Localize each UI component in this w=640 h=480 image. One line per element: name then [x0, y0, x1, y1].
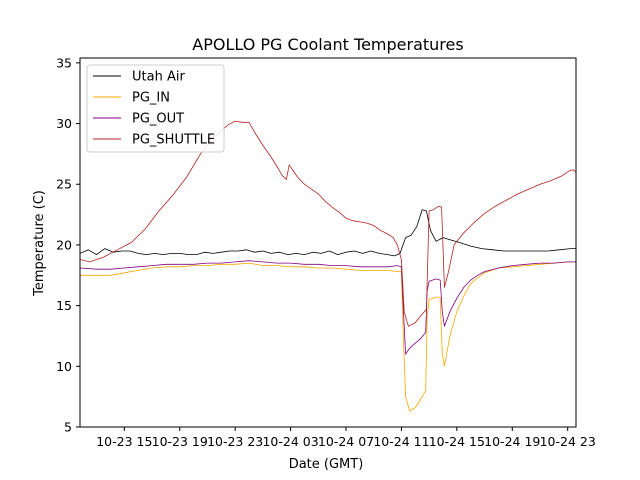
x-tick-label: 10-24 19	[484, 434, 540, 449]
chart-title: APOLLO PG Coolant Temperatures	[192, 35, 463, 54]
y-tick-label: 35	[56, 55, 72, 70]
x-tick-label: 10-23 15	[96, 434, 152, 449]
legend-label-pg-shuttle: PG_SHUTTLE	[132, 133, 215, 148]
y-tick-label: 15	[56, 298, 72, 313]
y-axis-label: Temperature (C)	[32, 190, 47, 297]
legend-label-utah-air: Utah Air	[132, 70, 185, 85]
legend: Utah Air PG_IN PG_OUT PG_SHUTTLE	[86, 64, 225, 153]
legend-label-pg-out: PG_OUT	[132, 112, 184, 127]
x-tick-label: 10-24 15	[429, 434, 485, 449]
x-axis-label: Date (GMT)	[289, 457, 364, 472]
y-tick-label: 25	[56, 177, 72, 192]
series-line-pg-out	[80, 260, 576, 355]
series-line-pg-in	[80, 261, 576, 412]
x-tick-label: 10-24 03	[262, 434, 318, 449]
axis-ticks: 10-23 15 10-23 19 10-23 23 10-24 03 10-24 07…	[56, 55, 596, 449]
x-tick-label: 10-24 11	[373, 434, 429, 449]
x-tick-label: 10-23 23	[207, 434, 263, 449]
y-tick-label: 20	[56, 237, 72, 252]
x-tick-label: 10-24 07	[318, 434, 374, 449]
y-tick-label: 30	[56, 116, 72, 131]
legend-label-pg-in: PG_IN	[132, 91, 170, 106]
x-tick-label: 10-24 23	[540, 434, 596, 449]
x-tick-label: 10-23 19	[152, 434, 208, 449]
y-tick-label: 10	[56, 359, 72, 374]
legend-box	[86, 64, 225, 153]
plot-area	[79, 57, 577, 428]
series-line-utah-air	[80, 209, 576, 257]
y-tick-label: 5	[64, 420, 72, 435]
